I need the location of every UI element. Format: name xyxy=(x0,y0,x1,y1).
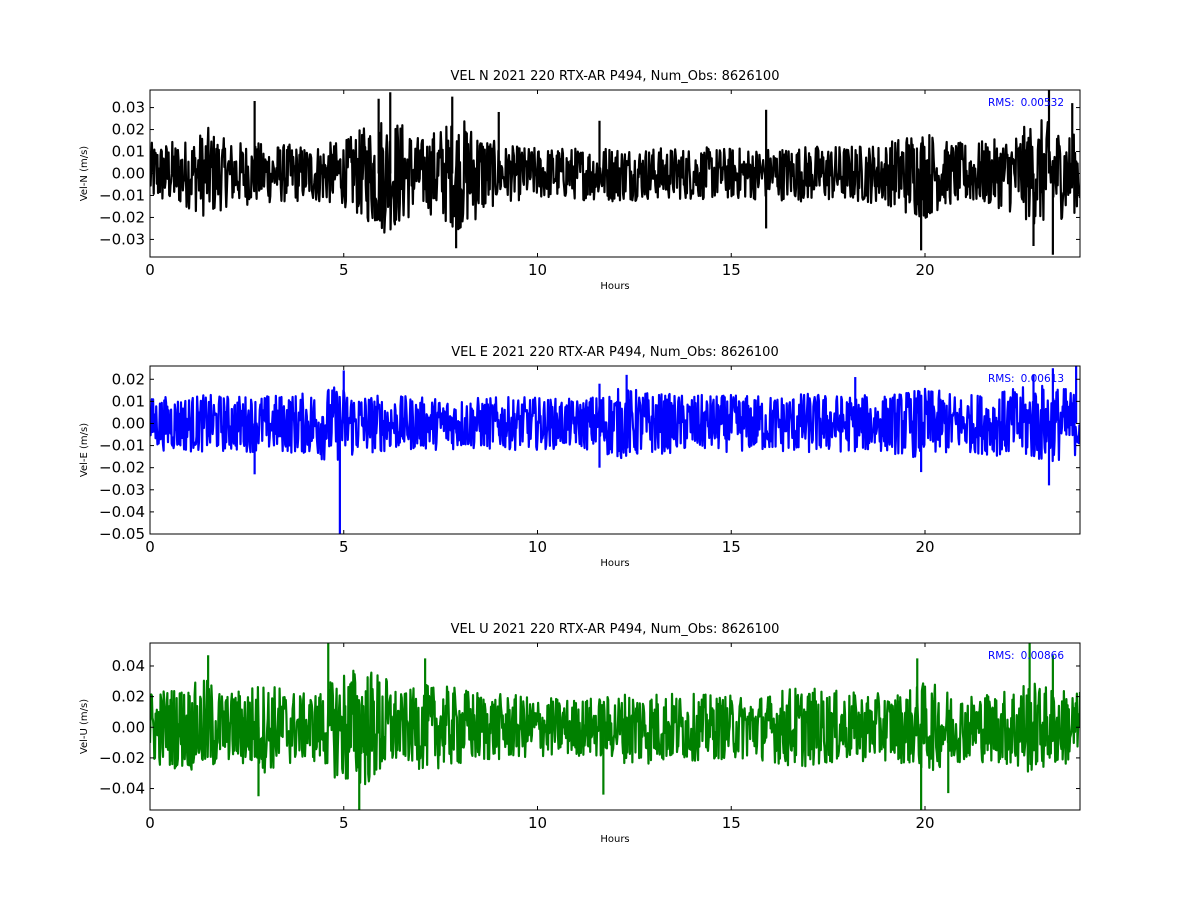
axes-frame xyxy=(149,365,1081,535)
rms-annotation: RMS: 0.00613 xyxy=(988,373,1064,385)
xtick-label: 5 xyxy=(339,261,349,279)
xtick-label: 0 xyxy=(145,261,155,279)
data-series-line xyxy=(150,119,1080,234)
xtick-label: 0 xyxy=(145,814,155,832)
xtick-label: 10 xyxy=(528,814,547,832)
ytick-label: −0.05 xyxy=(99,525,145,543)
rms-value: 0.00866 xyxy=(1021,650,1065,662)
chart-title: VEL U 2021 220 RTX-AR P494, Num_Obs: 862… xyxy=(451,622,780,637)
ytick-label: −0.01 xyxy=(99,186,145,204)
rms-annotation: RMS: 0.00532 xyxy=(988,97,1064,109)
ytick-label: −0.03 xyxy=(99,230,145,248)
xtick-label: 20 xyxy=(915,814,934,832)
xtick-label: 15 xyxy=(722,261,741,279)
data-series-line xyxy=(150,384,1080,463)
xtick-label: 20 xyxy=(915,538,934,556)
xtick-label: 10 xyxy=(528,538,547,556)
xtick-label: 10 xyxy=(528,261,547,279)
rms-label: RMS: xyxy=(988,373,1015,385)
data-series-line xyxy=(150,669,1080,786)
subplot-up: VEL U 2021 220 RTX-AR P494, Num_Obs: 862… xyxy=(79,622,1081,845)
rms-value: 0.00532 xyxy=(1021,97,1064,109)
ytick-label: 0.01 xyxy=(112,392,145,410)
ytick-label: 0.01 xyxy=(112,143,145,161)
ytick-label: 0.04 xyxy=(112,657,145,675)
rms-value: 0.00613 xyxy=(1021,373,1064,385)
x-axis-label: Hours xyxy=(600,834,629,845)
chart-title: VEL N 2021 220 RTX-AR P494, Num_Obs: 862… xyxy=(451,69,780,84)
subplot-east: VEL E 2021 220 RTX-AR P494, Num_Obs: 862… xyxy=(79,345,1081,569)
ytick-label: 0.00 xyxy=(112,414,145,432)
chart-title: VEL E 2021 220 RTX-AR P494, Num_Obs: 862… xyxy=(451,345,778,360)
ytick-label: 0.02 xyxy=(112,688,145,706)
ytick-label: −0.01 xyxy=(99,437,145,455)
ytick-label: 0.03 xyxy=(112,99,145,117)
ytick-label: −0.02 xyxy=(99,749,145,767)
y-axis-label: Vel-N (m/s) xyxy=(79,146,90,201)
x-axis-label: Hours xyxy=(600,281,629,292)
panels: VEL N 2021 220 RTX-AR P494, Num_Obs: 862… xyxy=(79,69,1081,845)
ytick-label: −0.02 xyxy=(99,208,145,226)
subplot-north: VEL N 2021 220 RTX-AR P494, Num_Obs: 862… xyxy=(79,69,1081,292)
xtick-label: 5 xyxy=(339,538,349,556)
xtick-label: 20 xyxy=(915,261,934,279)
y-axis-label: Vel-E (m/s) xyxy=(79,423,90,477)
ytick-label: 0.02 xyxy=(112,370,145,388)
x-axis-label: Hours xyxy=(600,558,629,569)
ytick-label: −0.04 xyxy=(99,503,145,521)
ytick-label: −0.03 xyxy=(99,481,145,499)
rms-label: RMS: xyxy=(988,650,1015,662)
xtick-label: 0 xyxy=(145,538,155,556)
ytick-label: 0.00 xyxy=(112,718,145,736)
ytick-label: 0.02 xyxy=(112,121,145,139)
xtick-label: 5 xyxy=(339,814,349,832)
axes-frame xyxy=(149,642,1081,811)
ytick-label: 0.00 xyxy=(112,165,145,183)
xtick-label: 15 xyxy=(722,814,741,832)
y-axis-label: Vel-U (m/s) xyxy=(79,699,90,754)
ytick-label: −0.04 xyxy=(99,780,145,798)
rms-label: RMS: xyxy=(988,97,1015,109)
ytick-label: −0.02 xyxy=(99,459,145,477)
rms-annotation: RMS: 0.00866 xyxy=(988,650,1064,662)
xtick-label: 15 xyxy=(722,538,741,556)
